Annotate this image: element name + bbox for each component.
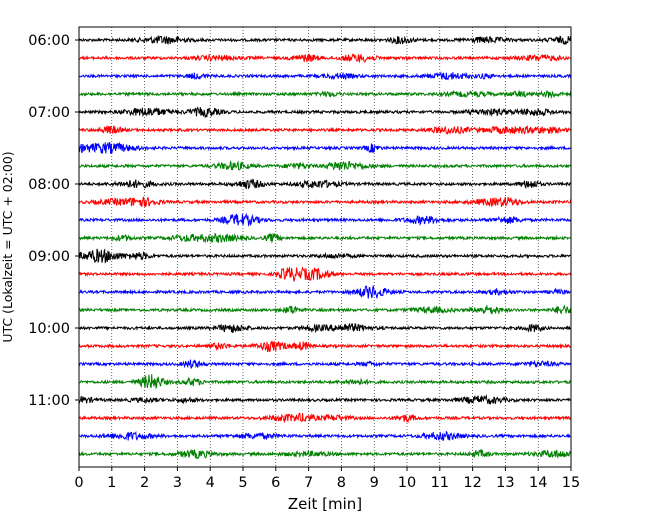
plot-frame — [78, 26, 572, 468]
y-tick-label: 07:00 — [28, 105, 70, 121]
y-tick-label: 10:00 — [28, 321, 70, 337]
y-tick-label: 08:00 — [28, 177, 70, 193]
x-tick-label: 2 — [140, 475, 149, 491]
trace-line — [78, 430, 572, 442]
x-tick-label: 11 — [431, 475, 449, 491]
trace-line — [78, 266, 572, 283]
trace-line — [78, 374, 572, 390]
x-axis-ticks: 0 1 2 3 4 5 6 7 8 9 10 11 12 13 14 15 — [74, 467, 580, 491]
trace-line — [78, 196, 572, 208]
trace-line — [78, 248, 572, 264]
trace-line — [78, 322, 572, 334]
x-tick-label: 14 — [529, 475, 547, 491]
trace-line — [78, 304, 572, 315]
trace-line — [78, 412, 572, 424]
trace-line — [78, 393, 572, 406]
x-tick-label: 0 — [74, 475, 83, 491]
y-axis-title: UTC (Lokalzeit = UTC + 02:00) — [0, 151, 15, 342]
x-tick-label: 4 — [206, 475, 215, 491]
trace-line — [78, 70, 572, 81]
trace-line — [78, 359, 572, 369]
trace-line — [78, 141, 572, 154]
x-tick-label: 9 — [370, 475, 379, 491]
trace-line — [78, 160, 572, 172]
trace-line — [78, 178, 572, 190]
x-tick-label: 7 — [304, 475, 313, 491]
x-tick-label: 10 — [398, 475, 416, 491]
y-tick-label: 09:00 — [28, 249, 70, 265]
plot-area — [79, 27, 571, 467]
x-axis-title: Zeit [min] — [288, 495, 362, 513]
trace-line — [78, 232, 572, 244]
y-axis-ticks: 06:00 07:00 08:00 09:00 10:00 11:00 — [28, 33, 79, 409]
trace-line — [78, 106, 572, 119]
x-tick-label: 1 — [107, 475, 116, 491]
trace-line — [78, 212, 572, 227]
x-tick-label: 6 — [271, 475, 280, 491]
x-tick-label: 12 — [463, 475, 481, 491]
x-tick-label: 13 — [496, 475, 514, 491]
seismic-traces — [78, 35, 572, 460]
trace-line — [78, 89, 572, 99]
trace-line — [79, 340, 572, 353]
trace-line — [78, 448, 572, 460]
y-tick-label: 11:00 — [28, 393, 70, 409]
trace-line — [78, 284, 572, 299]
x-tick-label: 5 — [238, 475, 247, 491]
trace-line — [78, 124, 572, 135]
trace-line — [78, 52, 572, 64]
x-tick-label: 15 — [562, 475, 580, 491]
x-tick-label: 8 — [337, 475, 346, 491]
y-tick-label: 06:00 — [28, 33, 70, 49]
trace-line — [78, 35, 572, 46]
x-tick-label: 3 — [173, 475, 182, 491]
